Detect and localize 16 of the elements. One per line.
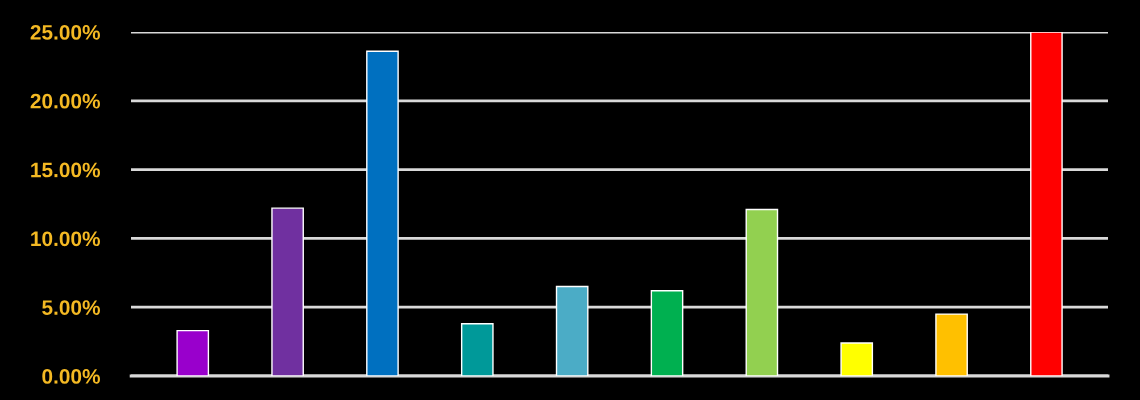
bar — [555, 285, 589, 376]
bar — [460, 323, 494, 376]
y-tick-label: 20.00% — [30, 93, 100, 109]
bar — [840, 342, 874, 376]
bar — [935, 313, 968, 376]
y-tick-label: 5.00% — [42, 300, 100, 315]
bar — [650, 289, 684, 376]
y-tick-label: 10.00% — [31, 231, 100, 247]
bar — [271, 207, 304, 376]
bar — [366, 50, 399, 376]
y-tick-label: 0.00% — [42, 369, 100, 384]
bar — [745, 208, 779, 376]
y-tick-label: 25.00% — [30, 25, 100, 40]
y-tick-label: 15.00% — [31, 162, 100, 178]
bar — [1030, 32, 1063, 376]
bar — [176, 329, 210, 376]
